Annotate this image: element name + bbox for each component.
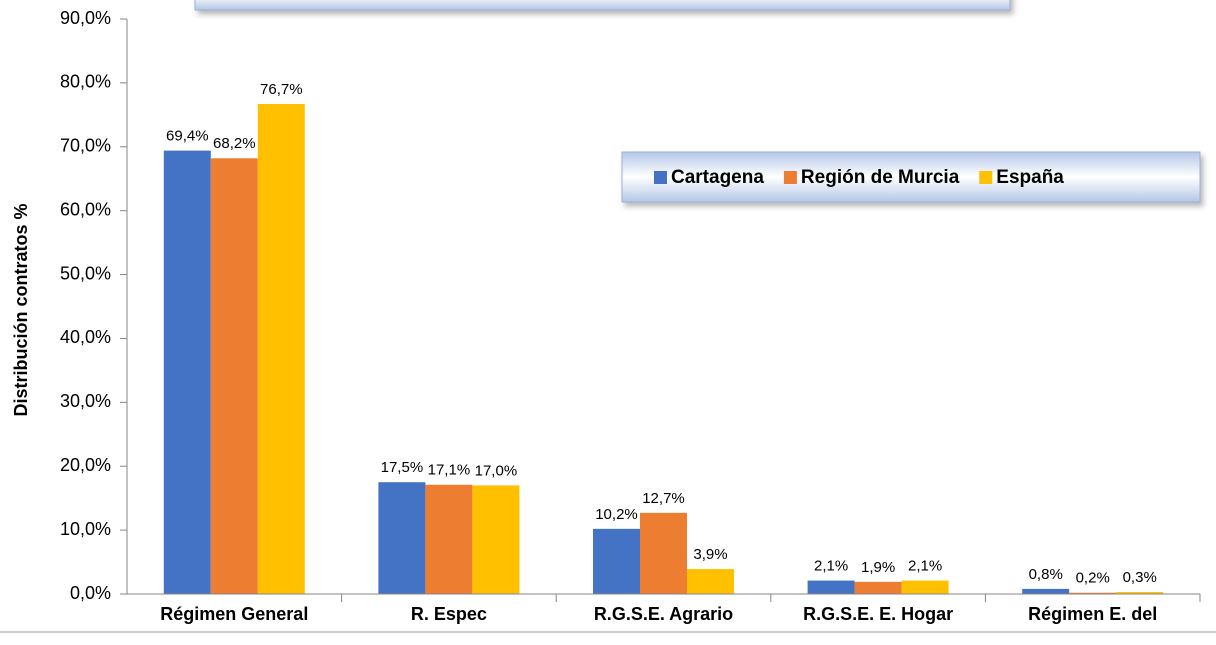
bar [1022, 588, 1070, 594]
x-tick-label: R.G.S.E. Agrario [594, 604, 733, 624]
data-label: 0,2% [1076, 570, 1110, 587]
bar [901, 580, 949, 594]
data-label: 3,9% [693, 546, 727, 563]
bar [425, 484, 473, 594]
legend-label: Región de Murcia [801, 167, 960, 188]
y-tick-label: 0,0% [70, 583, 111, 603]
y-tick-label: 90,0% [60, 8, 111, 28]
data-label: 68,2% [213, 135, 256, 152]
x-tick-label: Régimen E. del [1028, 604, 1157, 624]
data-label: 12,7% [642, 490, 685, 507]
bar [257, 103, 305, 594]
legend: Cartagena Región de Murcia España [621, 151, 1201, 203]
legend-swatch [654, 171, 667, 184]
y-tick-label: 10,0% [60, 519, 111, 539]
bar [472, 485, 520, 594]
x-tick-label: Régimen General [160, 604, 308, 624]
x-tick-label: R.G.S.E. E. Hogar [803, 604, 953, 624]
y-tick-label: 60,0% [60, 199, 111, 219]
data-label: 0,8% [1029, 566, 1063, 583]
y-tick-label: 70,0% [60, 136, 111, 156]
data-label: 17,0% [475, 462, 518, 479]
bar [854, 581, 902, 594]
y-tick-label: 50,0% [60, 263, 111, 283]
data-label: 17,1% [428, 462, 471, 479]
bar [163, 150, 211, 594]
y-tick-label: 40,0% [60, 327, 111, 347]
title-box [194, 0, 1011, 11]
bar [378, 482, 426, 594]
bar [1069, 592, 1117, 594]
data-label: 10,2% [595, 506, 638, 523]
data-label: 76,7% [260, 81, 303, 98]
legend-swatch [783, 171, 797, 184]
y-axis-label: Distribución contratos % [11, 203, 31, 416]
data-label: 2,1% [814, 558, 848, 575]
bar [807, 580, 855, 594]
y-tick-label: 20,0% [60, 455, 111, 475]
data-label: 69,4% [166, 128, 209, 145]
legend-swatch [979, 171, 993, 184]
data-label: 2,1% [908, 558, 942, 575]
bar [593, 528, 640, 594]
data-label: 1,9% [861, 559, 895, 576]
x-tick-label: R. Espec [411, 604, 487, 624]
legend-label: España [996, 167, 1064, 188]
y-tick-label: 80,0% [60, 72, 111, 92]
data-label: 0,3% [1123, 569, 1157, 586]
bar [1116, 592, 1164, 594]
legend-label: Cartagena [671, 167, 764, 188]
data-label: 17,5% [381, 459, 424, 476]
legend-box [621, 151, 1201, 203]
y-tick-label: 30,0% [60, 391, 111, 411]
bar [640, 512, 687, 594]
bar [687, 569, 734, 594]
bar [210, 158, 258, 594]
